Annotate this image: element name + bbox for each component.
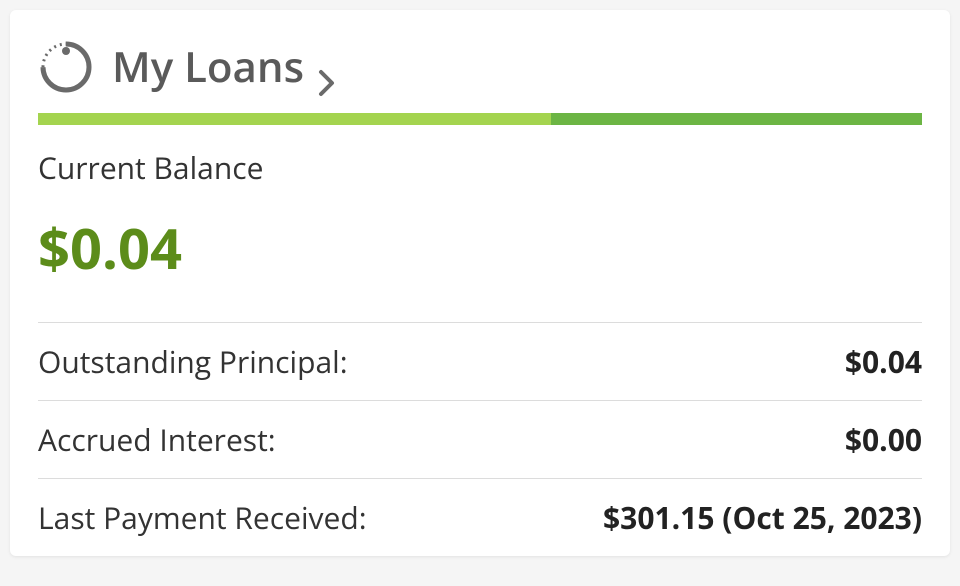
- loans-title: My Loans: [112, 38, 304, 95]
- details-list: Outstanding Principal: $0.04 Accrued Int…: [38, 322, 922, 556]
- detail-label: Outstanding Principal:: [38, 341, 348, 382]
- detail-row-last-payment: Last Payment Received: $301.15 (Oct 25, …: [38, 478, 922, 556]
- loans-card: My Loans Current Balance $0.04 Outstandi…: [10, 10, 950, 556]
- progress-seg-2: [551, 113, 922, 125]
- detail-label: Last Payment Received:: [38, 497, 367, 538]
- balance-section: Current Balance $0.04: [38, 147, 922, 286]
- detail-label: Accrued Interest:: [38, 419, 276, 460]
- loan-progress-icon: [38, 39, 94, 95]
- detail-row-outstanding: Outstanding Principal: $0.04: [38, 322, 922, 400]
- detail-value: $0.04: [845, 341, 922, 382]
- loans-title-wrap: My Loans: [112, 38, 336, 95]
- balance-label: Current Balance: [38, 147, 922, 188]
- chevron-right-icon: [318, 53, 336, 81]
- detail-row-interest: Accrued Interest: $0.00: [38, 400, 922, 478]
- detail-value: $301.15 (Oct 25, 2023): [603, 497, 922, 538]
- detail-value: $0.00: [845, 419, 922, 460]
- progress-seg-1: [38, 113, 551, 125]
- loans-header[interactable]: My Loans: [38, 38, 922, 95]
- balance-value: $0.04: [38, 210, 922, 286]
- progress-bar: [38, 113, 922, 125]
